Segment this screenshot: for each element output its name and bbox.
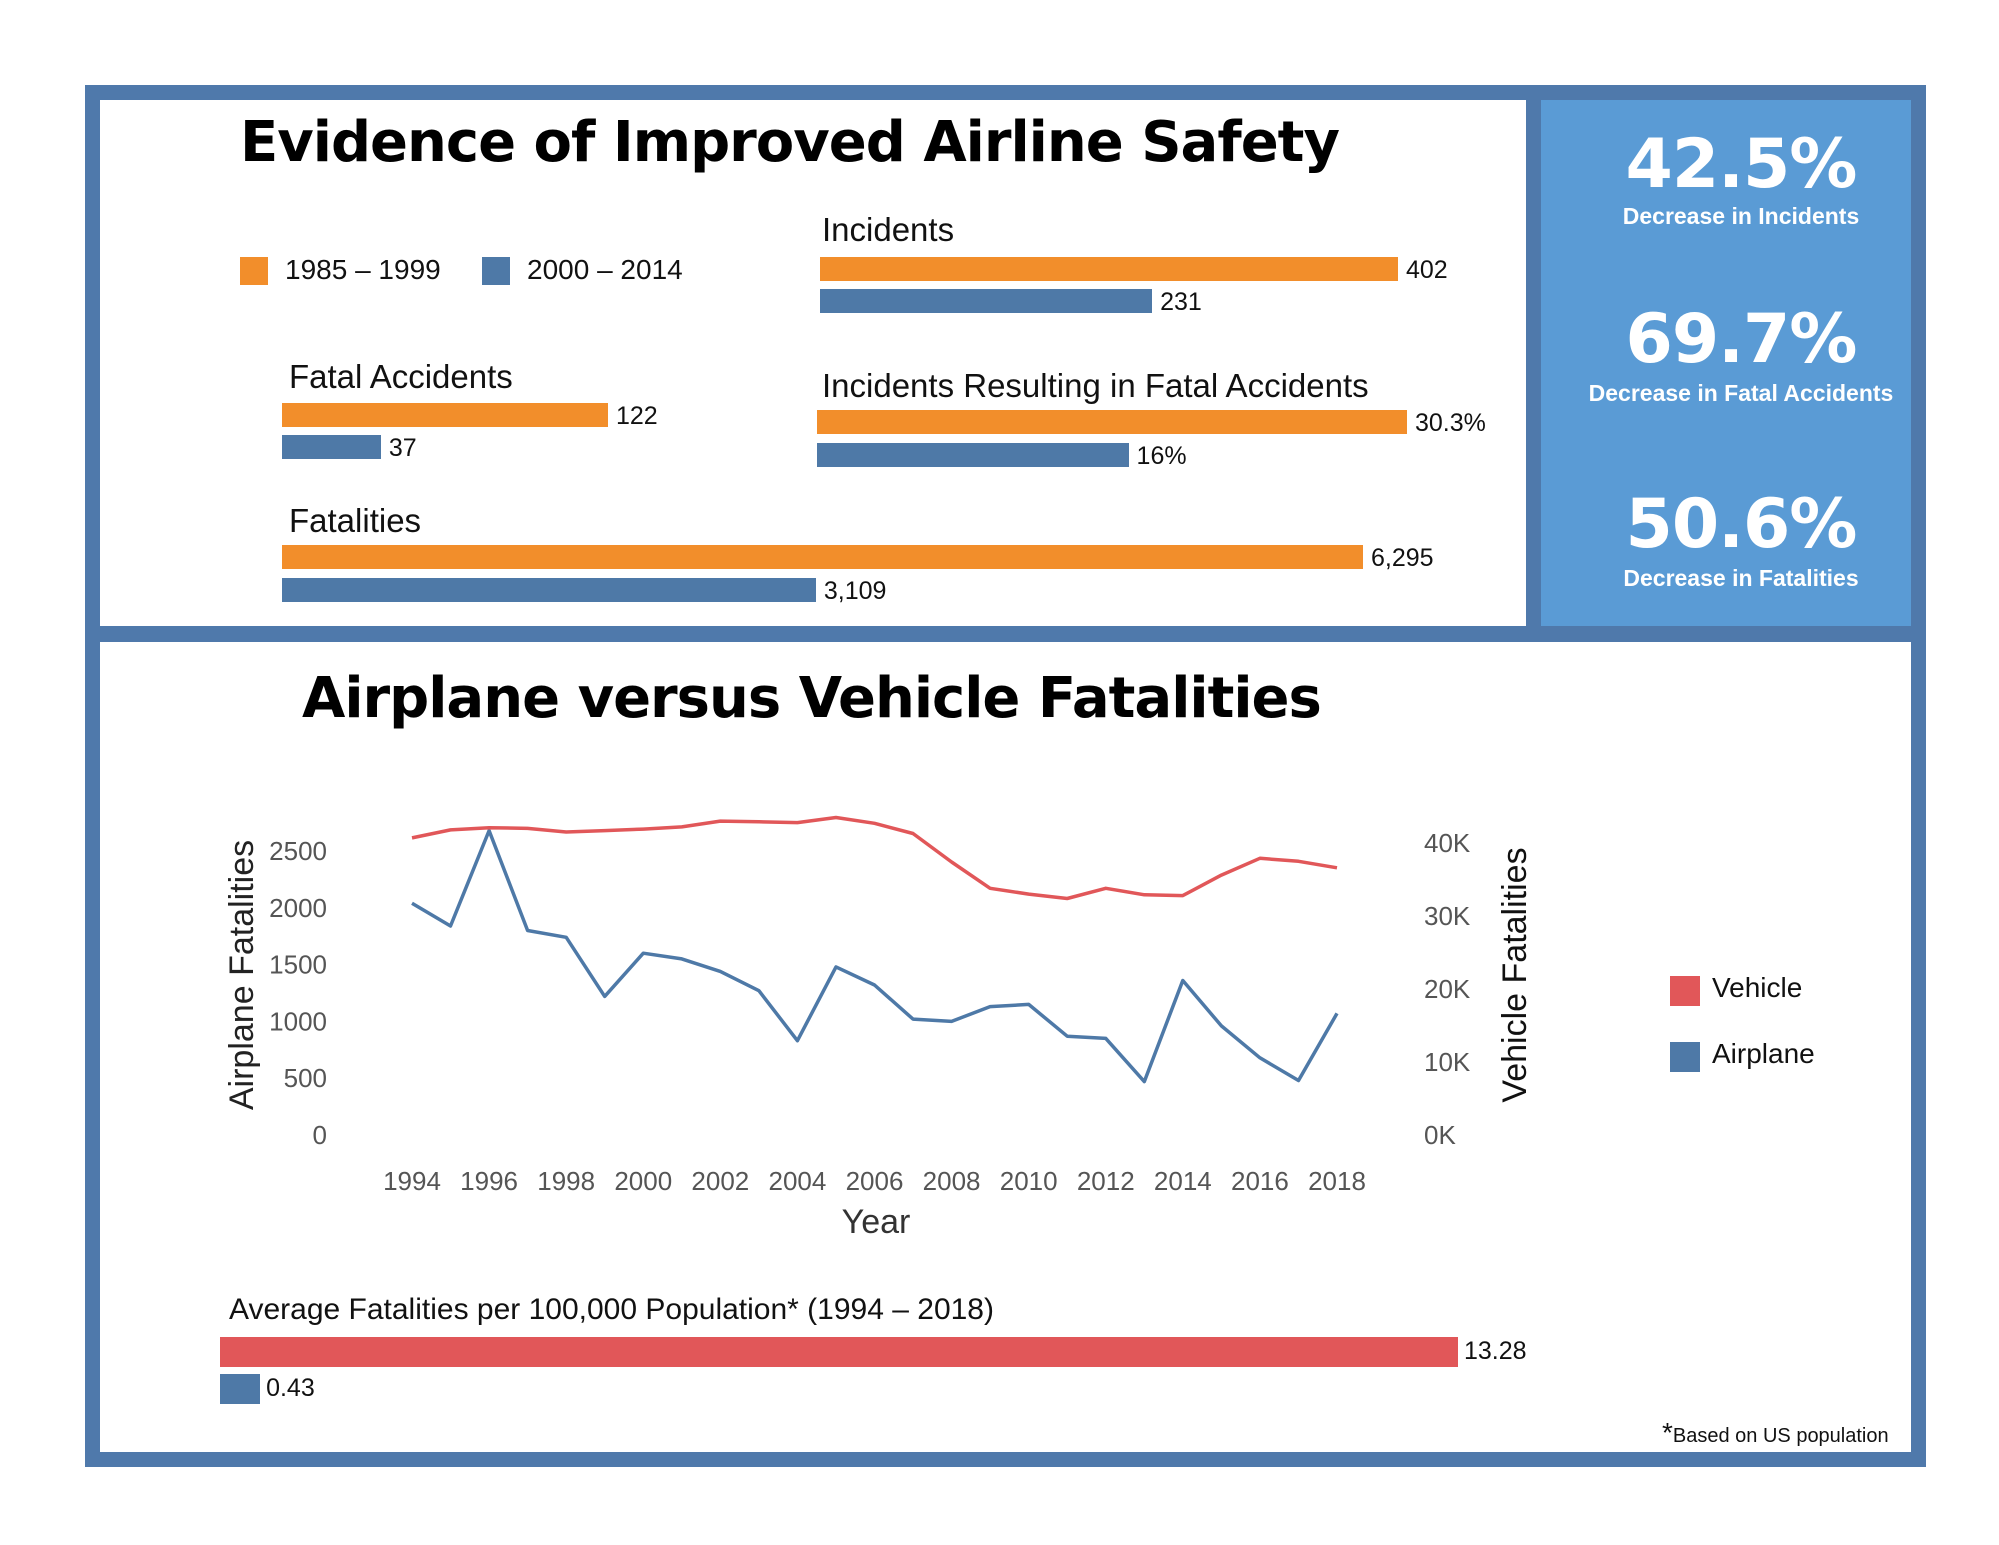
- y-tick-label: 0: [313, 1120, 327, 1150]
- stats-panel: [1541, 100, 1911, 626]
- bar-average-airplane: [220, 1374, 261, 1404]
- y-tick-label: 1500: [269, 950, 327, 980]
- fatalities-panel: [100, 642, 1911, 1452]
- value-label-average-airplane: 0.43: [266, 1374, 315, 1402]
- bar-incidents-2000-2014: [820, 289, 1153, 313]
- y2-tick-label: 40K: [1424, 828, 1471, 858]
- legend-label-2000-2014: 2000 – 2014: [527, 254, 683, 285]
- x-tick-label: 2008: [923, 1166, 981, 1196]
- y-tick-label: 2500: [269, 836, 327, 866]
- y2-tick-label: 20K: [1424, 974, 1471, 1004]
- value-label-fatal-accidents-1985-1999: 122: [616, 402, 658, 430]
- x-tick-label: 2000: [614, 1166, 672, 1196]
- footnote-star: *: [1662, 1417, 1673, 1448]
- y2-axis-title: Vehicle Fatalities: [1496, 847, 1534, 1102]
- stat-incidents-value: 42.5%: [1625, 125, 1858, 204]
- y-tick-label: 1000: [269, 1006, 327, 1036]
- bar-incidents-1985-1999: [820, 257, 1398, 281]
- footnote: *Based on US population: [1662, 1417, 1889, 1449]
- x-tick-label: 1994: [383, 1166, 441, 1196]
- stat-fatalities-value: 50.6%: [1625, 485, 1858, 564]
- legend-swatch-1985-1999: [240, 257, 268, 285]
- stat-fatalities-label: Decrease in Fatalities: [1623, 565, 1859, 591]
- x-tick-label: 2004: [768, 1166, 826, 1196]
- legend-label-airplane: Airplane: [1712, 1038, 1815, 1069]
- series-line-vehicle: [411, 815, 1338, 901]
- fatalities-label: Fatalities: [289, 502, 422, 539]
- x-tick-label: 2014: [1154, 1166, 1212, 1196]
- x-tick-label: 2006: [846, 1166, 904, 1196]
- incidents-label: Incidents: [822, 211, 955, 248]
- y2-tick-label: 10K: [1424, 1047, 1471, 1077]
- y2-tick-label: 30K: [1424, 901, 1471, 931]
- value-label-fatal-accidents-2000-2014: 37: [388, 434, 417, 462]
- chart-title: Airplane versus Vehicle Fatalities: [302, 666, 1322, 731]
- bar-incidents-fatal-1985-1999: [817, 410, 1407, 434]
- stat-fatal-accidents-value: 69.7%: [1625, 300, 1858, 379]
- page-title: Evidence of Improved Airline Safety: [240, 110, 1340, 175]
- incidents-fatal-label: Incidents Resulting in Fatal Accidents: [822, 367, 1369, 404]
- value-label-incidents-1985-1999: 402: [1406, 256, 1448, 284]
- footnote-text: Based on US population: [1672, 1425, 1889, 1447]
- legend-swatch-vehicle: [1670, 976, 1700, 1006]
- y-axis-title: Airplane Fatalities: [223, 840, 261, 1110]
- y2-tick-label: 0K: [1424, 1120, 1456, 1150]
- value-label-average-vehicle: 13.28: [1464, 1337, 1527, 1365]
- bar-fatal-accidents-2000-2014: [282, 435, 381, 459]
- y-tick-label: 2000: [269, 893, 327, 923]
- value-label-incidents-fatal-1985-1999: 30.3%: [1415, 409, 1486, 437]
- value-label-fatalities-1985-1999: 6,295: [1371, 544, 1434, 572]
- bar-average-vehicle: [220, 1337, 1458, 1367]
- series-line-airplane: [411, 828, 1339, 1084]
- value-label-incidents-fatal-2000-2014: 16%: [1136, 442, 1187, 470]
- airline-safety-panel: [100, 100, 1526, 626]
- x-tick-label: 2010: [1000, 1166, 1058, 1196]
- x-tick-label: 2002: [691, 1166, 749, 1196]
- stat-incidents-label: Decrease in Incidents: [1622, 203, 1860, 229]
- stat-fatal-accidents-label: Decrease in Fatal Accidents: [1588, 380, 1894, 406]
- x-axis-title: Year: [842, 1203, 911, 1241]
- x-tick-label: 2018: [1308, 1166, 1366, 1196]
- value-label-fatalities-2000-2014: 3,109: [823, 577, 887, 605]
- average-fatalities-label: Average Fatalities per 100,000 Populatio…: [229, 1293, 994, 1326]
- legend-label-vehicle: Vehicle: [1712, 972, 1803, 1003]
- x-tick-label: 1998: [537, 1166, 595, 1196]
- legend-label-1985-1999: 1985 – 1999: [285, 254, 441, 285]
- x-tick-label: 1996: [460, 1166, 518, 1196]
- value-label-incidents-2000-2014: 231: [1160, 288, 1202, 316]
- fatal-accidents-label: Fatal Accidents: [289, 358, 513, 395]
- legend-swatch-2000-2014: [482, 257, 510, 285]
- x-tick-label: 2012: [1077, 1166, 1135, 1196]
- bar-fatalities-2000-2014: [282, 578, 816, 602]
- bar-fatal-accidents-1985-1999: [282, 403, 608, 427]
- infographic-frame: [85, 85, 1926, 1467]
- x-tick-label: 2016: [1231, 1166, 1289, 1196]
- bar-incidents-fatal-2000-2014: [817, 443, 1129, 467]
- legend-swatch-airplane: [1670, 1042, 1700, 1072]
- y-tick-label: 500: [284, 1063, 327, 1093]
- bar-fatalities-1985-1999: [282, 545, 1363, 569]
